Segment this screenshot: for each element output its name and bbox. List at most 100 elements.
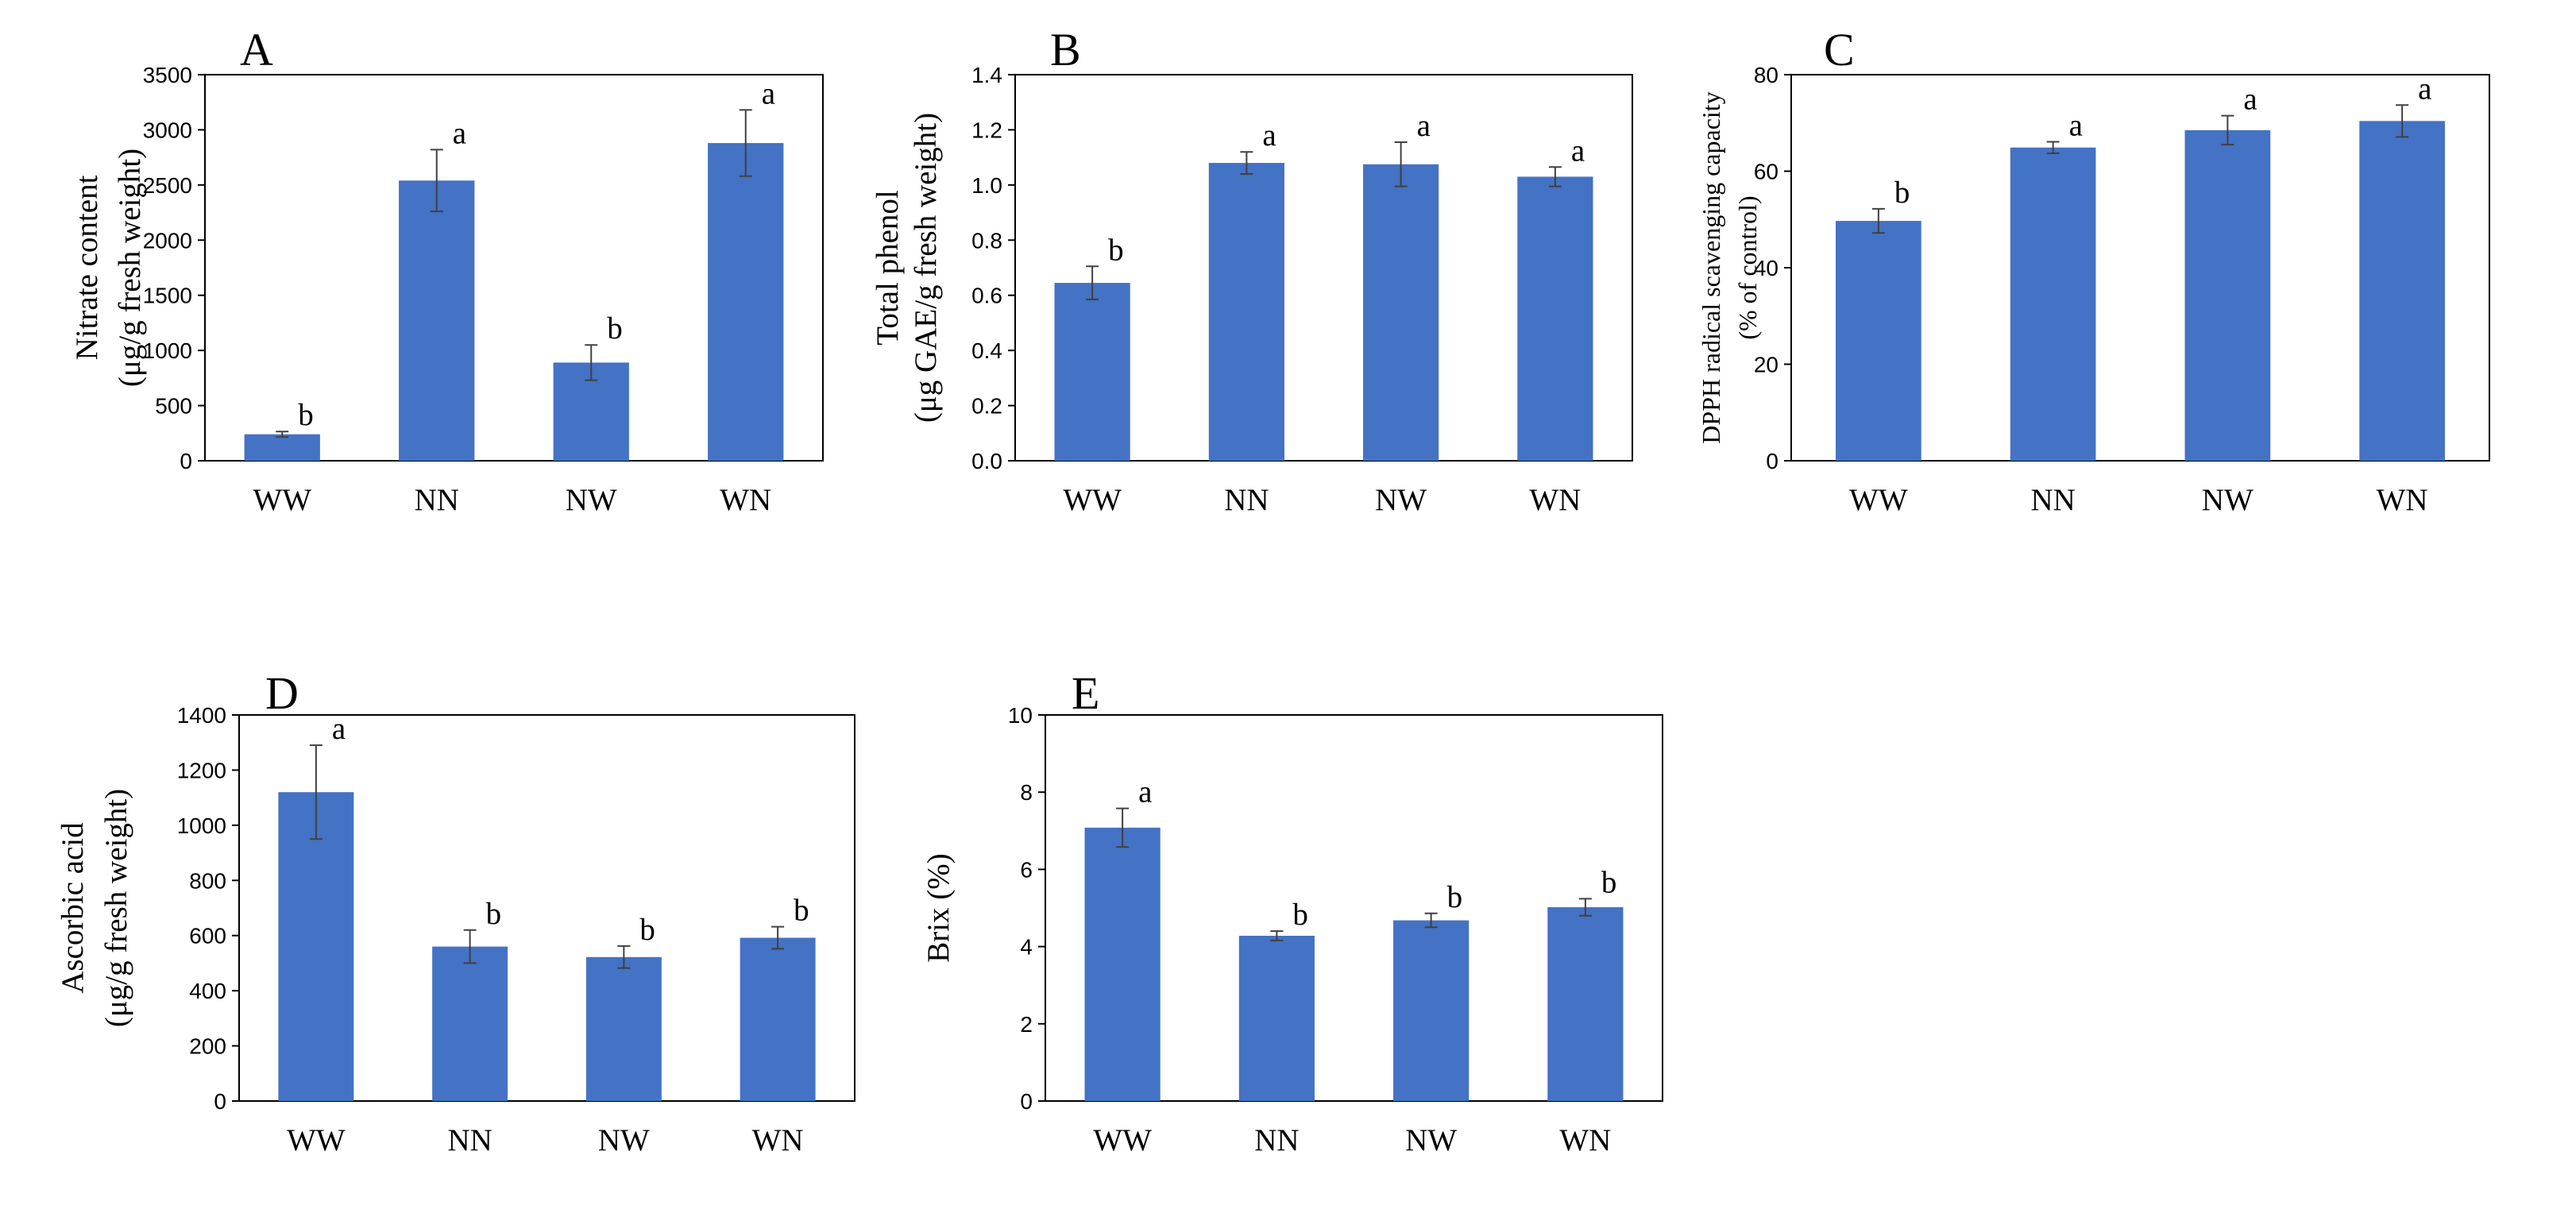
bar-nn — [2010, 147, 2096, 462]
plot-frame — [238, 714, 855, 1102]
y-tick-label: 3000 — [143, 118, 192, 142]
y-tick-label: 2 — [1020, 1012, 1033, 1037]
significance-letter: b — [1108, 233, 1124, 267]
panel-letter: B — [1050, 24, 1081, 75]
significance-letter: b — [1292, 898, 1308, 932]
y-axis-label: Brix (%) — [921, 853, 956, 963]
significance-letter: a — [1417, 109, 1431, 143]
panel-letter: E — [1072, 667, 1099, 719]
y-tick-label: 800 — [189, 868, 226, 893]
significance-letter: b — [1447, 880, 1463, 914]
y-axis-label-line: (μg/g fresh weight) — [113, 149, 147, 387]
x-tick-label: WW — [1093, 1123, 1152, 1157]
y-tick-label: 1.4 — [971, 63, 1002, 87]
y-tick-label: 8 — [1020, 780, 1033, 805]
x-tick-label: WN — [1529, 483, 1581, 517]
bar-wn — [1547, 907, 1624, 1101]
panel-letter: A — [240, 24, 273, 75]
chart-panel-d: 0 200 400 600 800 1000 1200 1400 a WW b NN b NW b WN D As… — [56, 667, 855, 1157]
significance-letter: a — [1262, 118, 1276, 153]
x-tick-label: NW — [598, 1123, 650, 1157]
y-tick-label: 3500 — [143, 63, 192, 87]
y-tick-label: 1500 — [143, 284, 192, 308]
y-axis-label-line: Nitrate content — [70, 175, 104, 360]
y-tick-label: 0.6 — [971, 284, 1002, 308]
significance-letter: b — [794, 894, 809, 928]
y-axis-label-line: Ascorbic acid — [56, 822, 90, 994]
bar-wn — [740, 937, 816, 1101]
chart-panel-a: 0 500 1000 1500 2000 2500 3000 3500 b WW a NN b NW a WN… — [70, 24, 824, 517]
y-axis-label-line: Total phenol — [871, 190, 905, 346]
bar-nn — [399, 180, 475, 461]
y-tick-label: 60 — [1754, 160, 1778, 184]
x-tick-label: NN — [447, 1123, 492, 1157]
x-tick-label: NW — [1375, 483, 1427, 517]
bar-nn — [1238, 935, 1315, 1101]
y-tick-label: 1400 — [177, 703, 226, 728]
plot-frame — [204, 74, 824, 462]
chart-panel-e: 0 2 4 6 8 10 a WW b NN b NW b WN E Brix (%) — [921, 667, 1663, 1157]
y-tick-label: 1.2 — [971, 118, 1002, 142]
x-tick-label: NW — [2202, 483, 2254, 517]
x-tick-label: NN — [415, 483, 459, 517]
y-tick-label: 1000 — [143, 338, 192, 363]
significance-letter: b — [486, 897, 502, 931]
y-tick-label: 0.0 — [971, 449, 1002, 473]
x-tick-label: WN — [720, 483, 771, 517]
bar-nw — [1393, 920, 1470, 1101]
y-tick-label: 1.0 — [971, 173, 1002, 198]
bar-nw — [2184, 129, 2271, 462]
significance-letter: a — [2418, 71, 2431, 106]
y-tick-label: 500 — [155, 394, 192, 419]
y-tick-label: 600 — [189, 924, 226, 948]
y-tick-label: 0 — [1020, 1089, 1033, 1114]
y-tick-label: 6 — [1020, 857, 1033, 882]
y-tick-label: 0 — [214, 1089, 226, 1114]
significance-letter: b — [607, 311, 623, 346]
bar-ww — [1054, 283, 1130, 461]
y-axis-label-line: Brix (%) — [921, 853, 956, 963]
x-tick-label: WW — [1063, 483, 1122, 517]
x-tick-label: WN — [752, 1123, 804, 1157]
y-axis-label-line: (μg/g fresh weight) — [99, 789, 133, 1027]
plot-frame — [1045, 714, 1663, 1102]
significance-letter: a — [1138, 775, 1152, 809]
bar-ww — [244, 434, 320, 461]
bar-nw — [585, 956, 662, 1101]
x-tick-label: WN — [2377, 483, 2428, 517]
x-tick-label: WW — [287, 1123, 346, 1157]
significance-letter: a — [1571, 133, 1585, 168]
y-tick-label: 400 — [189, 979, 226, 1003]
y-axis-label-line: DPPH radical scavenging capacity — [1697, 91, 1725, 443]
significance-letter: b — [639, 913, 655, 947]
bar-ww — [1084, 827, 1161, 1101]
y-tick-label: 80 — [1754, 63, 1778, 87]
significance-letter: b — [1601, 865, 1617, 899]
y-tick-label: 0 — [1766, 449, 1778, 473]
y-tick-label: 40 — [1754, 256, 1778, 280]
y-tick-label: 1000 — [177, 813, 226, 838]
x-tick-label: WW — [253, 483, 311, 517]
chart-panel-c: 0 20 40 60 80 b WW a NN a NW a WN C DPPH radical scave… — [1697, 24, 2490, 517]
y-tick-label: 20 — [1754, 353, 1778, 377]
bar-nn — [432, 946, 508, 1101]
significance-letter: a — [332, 712, 346, 746]
significance-letter: b — [1894, 176, 1910, 210]
x-tick-label: WN — [1559, 1123, 1611, 1157]
y-tick-label: 0 — [180, 449, 192, 473]
x-tick-label: NN — [2030, 483, 2075, 517]
panel-letter: C — [1824, 24, 1855, 75]
y-tick-label: 1200 — [177, 758, 226, 782]
y-axis-label-line: (% of control) — [1733, 195, 1762, 339]
significance-letter: a — [762, 76, 775, 110]
y-axis-label: Total phenol (μg GAE/g fresh weight) — [871, 113, 943, 423]
chart-panel-b: 0.0 0.2 0.4 0.6 0.8 1.0 1.2 1.4 b WW a NN a NW a WN B Tot… — [871, 24, 1633, 517]
x-tick-label: WW — [1849, 483, 1908, 517]
bar-wn — [1517, 176, 1593, 461]
y-tick-label: 2000 — [143, 228, 192, 253]
y-tick-label: 200 — [189, 1034, 226, 1059]
significance-letter: a — [2069, 108, 2083, 142]
y-tick-label: 2500 — [143, 173, 192, 198]
bar-nw — [1363, 164, 1439, 462]
